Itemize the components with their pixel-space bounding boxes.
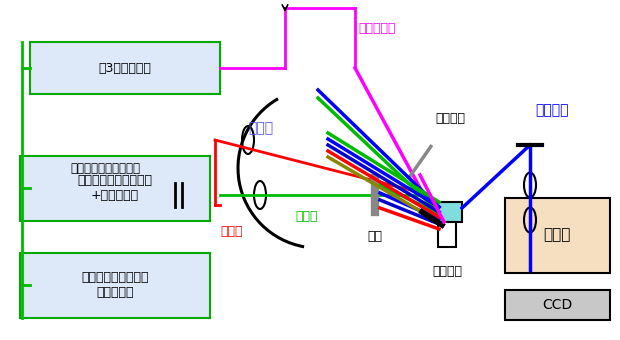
- Text: 第3高調波発生: 第3高調波発生: [99, 62, 151, 74]
- Text: 紫外励起光: 紫外励起光: [358, 21, 396, 34]
- Text: 参照光: 参照光: [248, 121, 273, 135]
- Bar: [505, 290, 609, 320]
- Bar: [20, 253, 210, 318]
- Bar: [438, 222, 456, 247]
- Text: 赤外光: 赤外光: [220, 225, 242, 238]
- Text: サンプル: サンプル: [432, 265, 462, 278]
- Text: 水晶: 水晶: [368, 230, 383, 243]
- Bar: [20, 155, 210, 221]
- Text: CCD: CCD: [542, 298, 572, 312]
- Text: 分光器: 分光器: [543, 227, 570, 242]
- Text: チタン・サファイア
再生増幅器: チタン・サファイア 再生増幅器: [81, 271, 149, 299]
- Bar: [30, 42, 220, 94]
- Text: 可視光: 可視光: [295, 210, 317, 223]
- Text: バンドパスフィルター: バンドパスフィルター: [70, 162, 140, 174]
- Text: シリカ板: シリカ板: [435, 112, 465, 124]
- Bar: [432, 202, 462, 222]
- Text: 和周波光: 和周波光: [535, 103, 569, 117]
- Bar: [505, 198, 609, 272]
- Text: 光パラメトリック増幅
+差周波発生: 光パラメトリック増幅 +差周波発生: [78, 174, 153, 202]
